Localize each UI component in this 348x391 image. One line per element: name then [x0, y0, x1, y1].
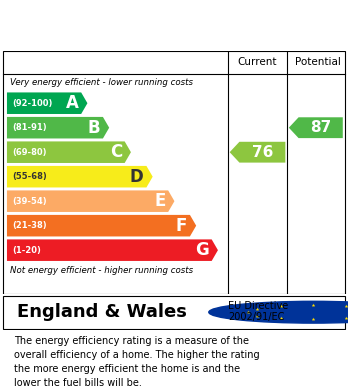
- Text: (1-20): (1-20): [12, 246, 41, 255]
- Polygon shape: [7, 190, 174, 212]
- Text: E: E: [154, 192, 165, 210]
- Text: G: G: [195, 241, 209, 259]
- Text: Potential: Potential: [295, 57, 340, 67]
- Polygon shape: [7, 142, 131, 163]
- Text: Not energy efficient - higher running costs: Not energy efficient - higher running co…: [10, 266, 193, 275]
- Text: Energy Efficiency Rating: Energy Efficiency Rating: [14, 16, 243, 34]
- Polygon shape: [7, 239, 218, 261]
- Text: F: F: [176, 217, 187, 235]
- Text: England & Wales: England & Wales: [17, 303, 187, 321]
- Text: EU Directive
2002/91/EC: EU Directive 2002/91/EC: [228, 301, 288, 322]
- Text: B: B: [87, 119, 100, 137]
- Text: 76: 76: [252, 145, 273, 160]
- Text: (81-91): (81-91): [12, 123, 47, 132]
- Text: The energy efficiency rating is a measure of the
overall efficiency of a home. T: The energy efficiency rating is a measur…: [14, 336, 260, 388]
- Text: (92-100): (92-100): [12, 99, 53, 108]
- Text: (69-80): (69-80): [12, 148, 47, 157]
- Polygon shape: [7, 215, 196, 237]
- Polygon shape: [230, 142, 285, 163]
- Polygon shape: [7, 166, 153, 187]
- Polygon shape: [289, 117, 343, 138]
- Text: C: C: [110, 143, 122, 161]
- Text: (55-68): (55-68): [12, 172, 47, 181]
- Circle shape: [209, 301, 348, 323]
- Polygon shape: [7, 117, 109, 138]
- Text: (21-38): (21-38): [12, 221, 47, 230]
- Text: Very energy efficient - lower running costs: Very energy efficient - lower running co…: [10, 78, 193, 87]
- Text: (39-54): (39-54): [12, 197, 47, 206]
- Polygon shape: [7, 92, 87, 114]
- Text: 87: 87: [310, 120, 331, 135]
- Text: Current: Current: [238, 57, 277, 67]
- Text: D: D: [130, 168, 144, 186]
- Text: A: A: [65, 94, 78, 112]
